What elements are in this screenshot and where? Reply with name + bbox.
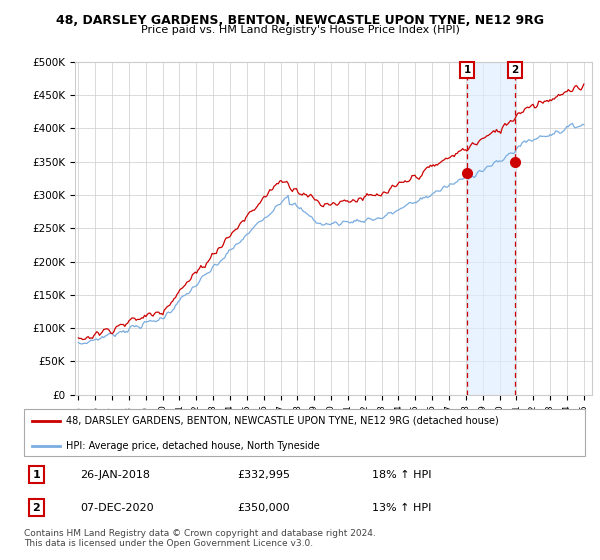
Text: 07-DEC-2020: 07-DEC-2020 bbox=[80, 503, 154, 513]
Text: 13% ↑ HPI: 13% ↑ HPI bbox=[372, 503, 431, 513]
Text: 1: 1 bbox=[32, 470, 40, 480]
Text: Contains HM Land Registry data © Crown copyright and database right 2024.: Contains HM Land Registry data © Crown c… bbox=[24, 529, 376, 538]
Text: £332,995: £332,995 bbox=[237, 470, 290, 480]
Text: 2: 2 bbox=[32, 503, 40, 513]
Text: 2: 2 bbox=[511, 66, 518, 75]
Text: Price paid vs. HM Land Registry's House Price Index (HPI): Price paid vs. HM Land Registry's House … bbox=[140, 25, 460, 35]
Bar bbox=[467, 62, 515, 395]
Text: 1: 1 bbox=[463, 66, 470, 75]
Text: 48, DARSLEY GARDENS, BENTON, NEWCASTLE UPON TYNE, NE12 9RG (detached house): 48, DARSLEY GARDENS, BENTON, NEWCASTLE U… bbox=[66, 416, 499, 426]
Text: 26-JAN-2018: 26-JAN-2018 bbox=[80, 470, 150, 480]
Text: HPI: Average price, detached house, North Tyneside: HPI: Average price, detached house, Nort… bbox=[66, 441, 320, 451]
Text: This data is licensed under the Open Government Licence v3.0.: This data is licensed under the Open Gov… bbox=[24, 539, 313, 548]
Text: 18% ↑ HPI: 18% ↑ HPI bbox=[372, 470, 431, 480]
FancyBboxPatch shape bbox=[24, 409, 585, 456]
Text: 48, DARSLEY GARDENS, BENTON, NEWCASTLE UPON TYNE, NE12 9RG: 48, DARSLEY GARDENS, BENTON, NEWCASTLE U… bbox=[56, 14, 544, 27]
Text: £350,000: £350,000 bbox=[237, 503, 290, 513]
